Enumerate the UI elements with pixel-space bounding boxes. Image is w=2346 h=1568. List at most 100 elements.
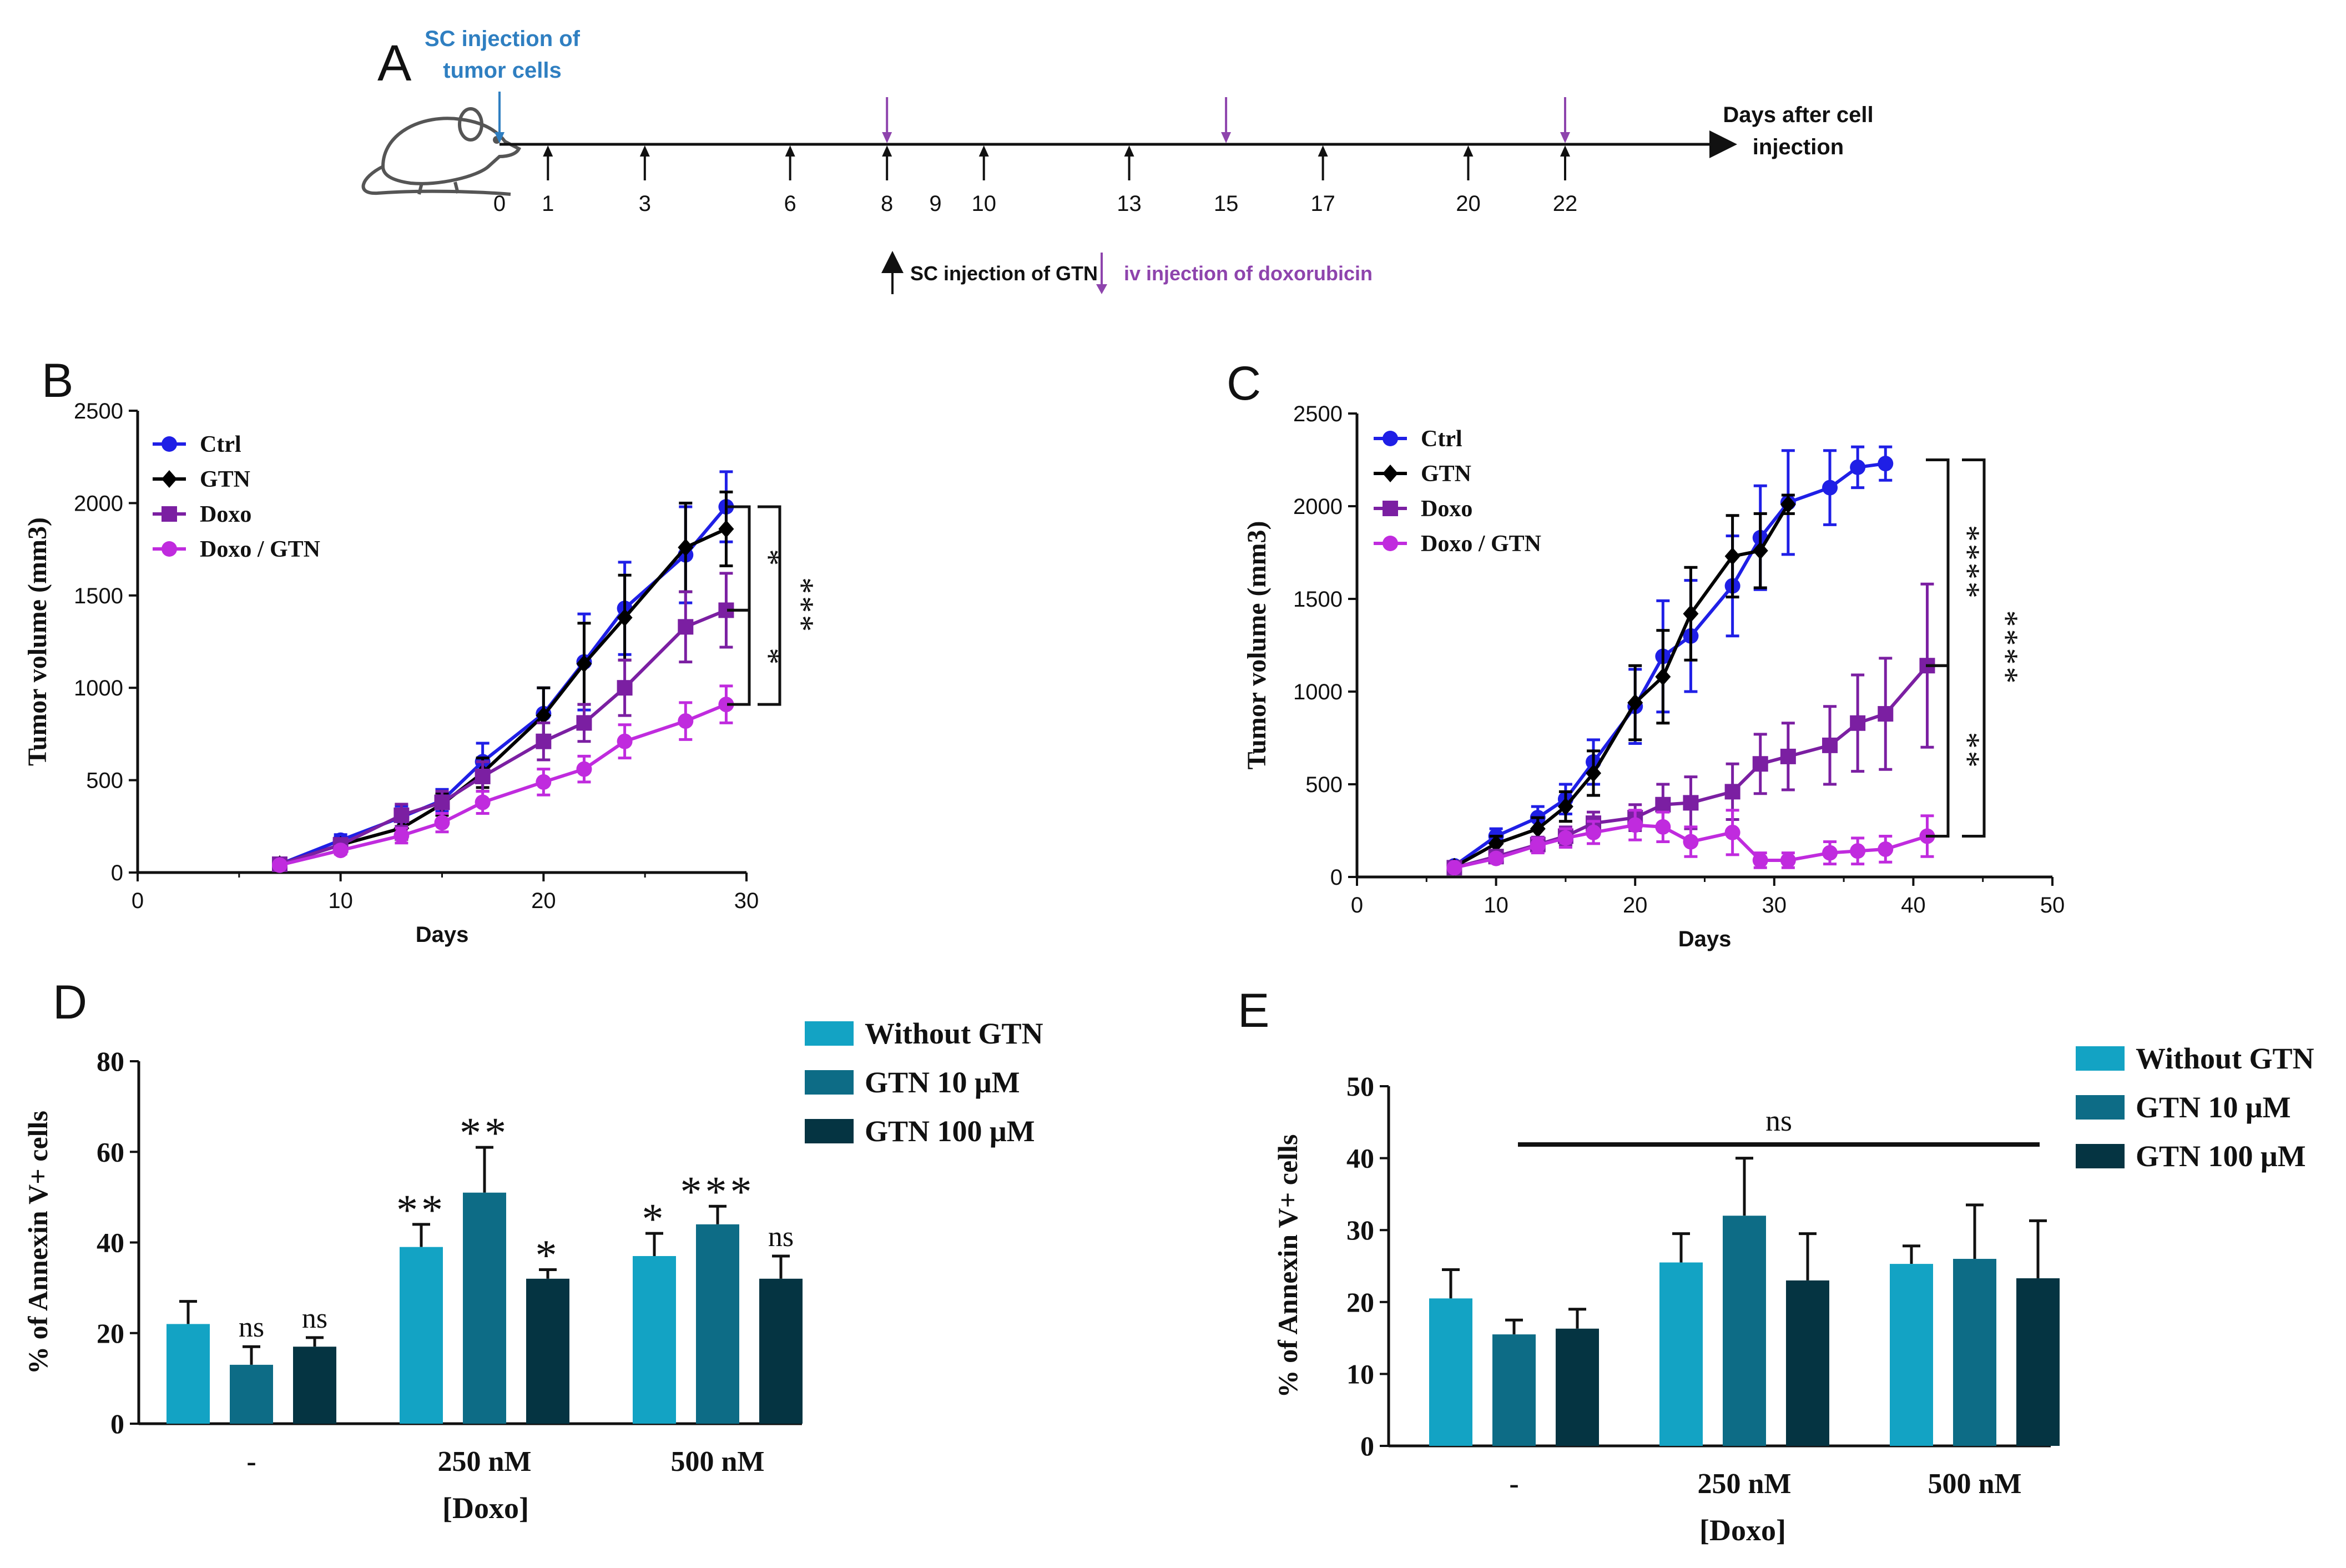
data-point [271,857,287,873]
data-point [1752,852,1768,868]
category-label: 500 nM [1928,1468,2022,1500]
y-tick-label: 0 [110,1408,124,1439]
days-after-label-1: Days after cell [1723,103,1873,127]
data-point [576,761,592,777]
series-gtn [1446,493,1796,876]
data-point [1780,495,1796,513]
data-point [434,815,450,831]
bar-0-2 [1556,1328,1599,1446]
series-gtn [271,490,734,874]
legend-marker [1383,501,1398,516]
timeline-marks: 0 1 3 6 8 9 10 13 15 17 20 22 [493,92,1577,216]
days-after-label-2: injection [1753,135,1844,159]
significance-label: ** [396,1186,446,1234]
bar-2-1 [1953,1259,1996,1446]
significance-label: ns [768,1221,794,1253]
bar-2-0 [1890,1264,1933,1446]
timeline-day-1: 1 [542,191,554,216]
data-point [393,807,410,823]
series-doxogtn [271,684,734,873]
bar-1-1 [463,1192,506,1424]
legend-label: Ctrl [200,432,241,457]
data-point [1822,480,1838,496]
timeline-day-0: 0 [493,191,506,216]
data-point [678,619,694,635]
data-point [1724,784,1740,800]
sc-injection-label-2: tumor cells [443,58,561,83]
panel-e-chart: E 0 10 20 30 40 50 % of Annexin V+ cells - 250 n… [1238,984,2314,1547]
panel-label-a: A [377,35,412,92]
data-point [393,828,410,844]
y-tick-label: 2500 [74,399,123,423]
legend-swatch [805,1070,854,1095]
data-point [617,608,633,627]
y-tick-label: 0 [1360,1430,1374,1461]
series-line [279,506,728,866]
y-axis-label: % of Annexin V+ cells [1272,1135,1303,1398]
data-point [536,774,552,790]
significance-label: *** [784,577,820,634]
legend-label: Doxo / GTN [200,537,320,562]
legend-swatch [805,1119,854,1143]
doxo-arrowhead-day-22 [1560,132,1570,143]
x-tick-label: 40 [1901,893,1926,917]
legend-label: Doxo / GTN [1421,531,1541,557]
legend-label: Doxo [200,502,251,527]
y-tick-label: 2000 [74,491,123,516]
significance-label: * [751,648,788,667]
gtn-arrowhead-day-8 [882,145,892,157]
timeline-day-8: 8 [881,191,893,216]
bar-2-0 [633,1256,676,1424]
x-tick-label: 10 [1484,893,1508,917]
timeline-day-17: 17 [1310,191,1335,216]
legend-label: Ctrl [1421,426,1462,452]
bar-1-0 [400,1247,443,1424]
data-point [718,697,734,713]
data-point [1655,668,1671,686]
panel-b-chart: B 0 500 1000 1500 2000 2500 0 10 20 30 Days Tumor v… [23,354,820,947]
y-tick-label: 80 [97,1046,124,1077]
category-label: 250 nM [438,1446,532,1478]
data-point [1488,850,1504,866]
bar-1-1 [1723,1216,1766,1446]
bar-0-2 [293,1347,336,1424]
bar-0-1 [230,1364,273,1424]
category-label: 250 nM [1698,1468,1792,1500]
data-point [1655,819,1671,835]
data-point [1683,834,1699,850]
x-tick-label: 50 [2040,893,2065,917]
legend-marker [162,541,177,557]
doxo-arrowhead-day-15 [1221,132,1232,143]
data-point [1850,715,1866,731]
legend-b: Ctrl GTN Doxo Doxo / GTN [153,432,320,562]
significance-label: * [536,1231,561,1279]
data-point [1878,841,1894,857]
significance-bracket [758,505,781,706]
timeline-day-20: 20 [1456,191,1481,216]
timeline-legend: SC injection of GTN iv injection of doxo… [881,251,1373,294]
series-line [279,527,727,866]
legend-marker [1383,536,1398,551]
bar-0-0 [1429,1298,1472,1446]
legend-label: GTN 10 μM [2136,1091,2291,1124]
timeline-day-13: 13 [1117,191,1142,216]
significance-label: ** [460,1108,509,1157]
data-point [1530,838,1546,854]
sc-injection-label-1: SC injection of [425,27,581,51]
data-point [678,538,694,557]
significance-bracket [1962,458,1986,838]
significance-label: **** [1950,525,1986,601]
legend-marker [162,470,177,488]
data-point [1627,817,1643,833]
y-tick-label: 20 [97,1318,124,1349]
timeline-day-10: 10 [971,191,996,216]
data-point [1752,542,1768,560]
data-point [475,794,491,810]
gtn-arrowhead-day-13 [1124,145,1134,157]
x-axis-label: [Doxo] [1699,1514,1786,1547]
significance-label: *** [680,1167,755,1216]
significance-bracket [1926,664,1950,838]
data-point [536,707,552,725]
data-point [1446,860,1462,876]
